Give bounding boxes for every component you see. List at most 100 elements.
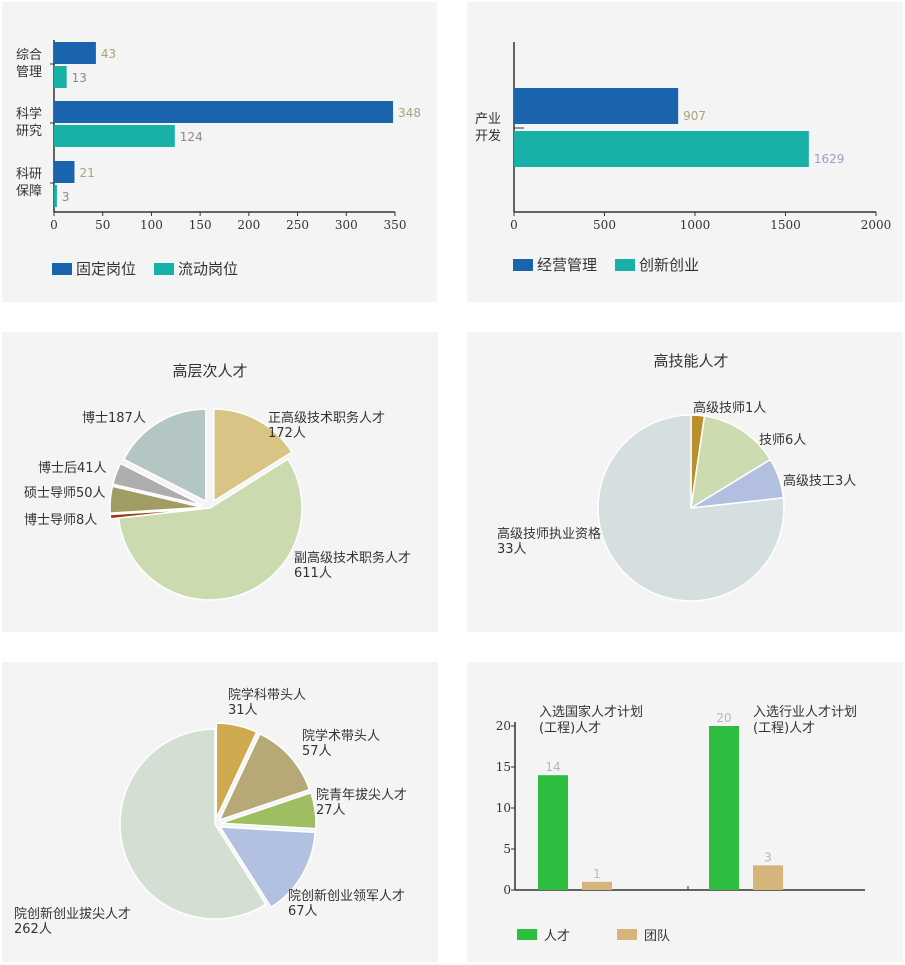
chart-panel-high-level-talent: 高层次人才 正高级技术职务人才 172人 副高级技术职务人才 611人 博士导师8人 硕士导… (2, 332, 438, 632)
data-label: 1 (593, 867, 601, 881)
bar (54, 125, 175, 147)
slice-label: 31人 (228, 703, 258, 718)
pie-slice (218, 826, 316, 909)
x-tick-label: 0 (50, 218, 58, 232)
category-label: 综合 (16, 48, 42, 63)
bar-chart-talent-programs: 05101520入选国家人才计划(工程)人才141入选行业人才计划(工程)人才2… (496, 704, 865, 944)
x-tick-label: 200 (237, 218, 260, 232)
chart-title: 高技能人才 (653, 352, 728, 370)
legend-swatch (517, 929, 537, 940)
pie-slice (119, 728, 267, 920)
slice-label: 副高级技术职务人才 (294, 550, 411, 566)
bar (709, 726, 739, 890)
category-label: 入选国家人才计划 (539, 704, 643, 720)
legend-label: 团队 (644, 929, 670, 944)
bar (514, 88, 679, 124)
legend-swatch (513, 259, 533, 271)
bar (753, 865, 783, 890)
slice-label: 正高级技术职务人才 (268, 410, 385, 426)
chart-panel-institute-talent: 院学科带头人 31人 院学术带头人 57人 院青年拔尖人才 27人 院创新创业领军人才 67人… (2, 662, 438, 962)
data-label: 124 (180, 130, 203, 144)
slice-label: 博士后41人 (38, 461, 107, 476)
slice-label: 172人 (268, 426, 306, 441)
category-label: (工程)人才 (539, 721, 601, 736)
data-label: 43 (101, 47, 116, 61)
data-label: 907 (683, 109, 706, 123)
chart-panel-high-skill-talent: 高技能人才 高级技师1人 技师6人 高级技工3人 高级技师执业资格 33人 (467, 332, 903, 632)
slice-label: 院学科带头人 (228, 687, 306, 703)
y-tick-label: 15 (496, 760, 511, 774)
x-tick-label: 100 (140, 218, 163, 232)
legend-swatch (615, 259, 635, 271)
x-tick-label: 2000 (861, 218, 892, 232)
legend-label: 人才 (544, 929, 570, 944)
y-tick-label: 5 (503, 842, 511, 856)
data-label: 13 (72, 71, 87, 85)
slice-label: 262人 (14, 922, 52, 937)
pie-chart-institute-talent: 院学科带头人31人院学术带头人57人院青年拔尖人才27人院创新创业领军人才67人… (14, 687, 407, 937)
pie-slice (122, 408, 207, 503)
slice-label: 院创新创业拔尖人才 (14, 906, 131, 922)
slice-label: 院学术带头人 (302, 728, 380, 744)
bar (54, 161, 75, 183)
pie-slice (112, 462, 203, 506)
x-tick-label: 1500 (770, 218, 801, 232)
bar (582, 881, 612, 890)
data-label: 3 (62, 190, 70, 204)
category-label: 入选行业人才计划 (753, 705, 857, 720)
slice-label: 硕士导师50人 (24, 486, 106, 501)
slice-label: 33人 (497, 542, 527, 557)
x-tick-label: 0 (510, 218, 518, 232)
category-label: 开发 (475, 128, 501, 144)
y-tick-label: 10 (496, 801, 511, 815)
bar (538, 775, 568, 890)
slice-label: 高级技师1人 (693, 400, 766, 416)
category-label: 管理 (16, 65, 42, 80)
pie-slice (213, 408, 293, 503)
data-label: 20 (716, 711, 731, 725)
x-tick-label: 500 (593, 218, 616, 232)
slice-label: 27人 (316, 803, 346, 818)
data-label: 3 (764, 850, 772, 864)
pie-slice (220, 791, 317, 830)
slice-label: 67人 (288, 904, 318, 919)
bar (54, 66, 67, 88)
legend-swatch (617, 929, 637, 940)
x-tick-label: 350 (384, 218, 407, 232)
legend-swatch (52, 263, 72, 275)
category-label: 科学 (16, 106, 42, 122)
slice-label: 院创新创业领军人才 (288, 888, 405, 904)
bar (54, 101, 394, 123)
y-tick-label: 20 (496, 719, 511, 733)
legend-label: 经营管理 (537, 256, 597, 274)
legend-label: 固定岗位 (76, 260, 136, 278)
x-tick-label: 150 (189, 218, 212, 232)
chart-panel-talent-programs: 0 5 10 15 20 入选国家人才计划 (工程)人才 14 1 入选行业人才计划 (工程)人才 2… (467, 662, 903, 962)
x-tick-label: 300 (335, 218, 358, 232)
data-label: 348 (398, 106, 421, 120)
slice-label: 技师6人 (759, 433, 806, 448)
slice-label: 高级技师执业资格 (497, 526, 601, 542)
pie-slice (218, 733, 311, 822)
chart-panel-positions: 0 50 100 150 200 250 300 350 综合 管理 43 13 科学 研究 348 124 科… (2, 2, 437, 302)
data-label: 21 (79, 166, 94, 180)
legend-swatch (154, 263, 174, 275)
slice-label: 博士导师8人 (24, 513, 97, 528)
legend-label: 创新创业 (639, 256, 699, 274)
category-label: 产业 (475, 112, 501, 127)
category-label: (工程)人才 (753, 721, 815, 736)
x-tick-label: 1000 (680, 218, 711, 232)
pie-slice (109, 485, 203, 514)
category-label: 研究 (16, 124, 42, 139)
slice-label: 院青年拔尖人才 (316, 788, 407, 803)
bar (54, 185, 57, 207)
pie-slice (597, 414, 785, 602)
bar (54, 42, 96, 64)
x-tick-label: 250 (286, 218, 309, 232)
pie-slice (690, 415, 772, 510)
chart-title: 高层次人才 (172, 362, 247, 380)
pie-slice (215, 722, 258, 819)
